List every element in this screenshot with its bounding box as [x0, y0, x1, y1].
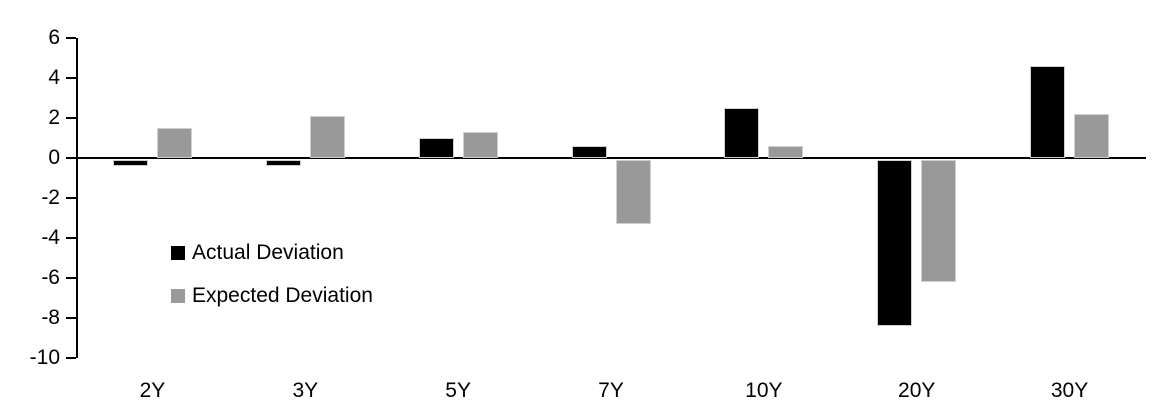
y-tick-label: -2	[41, 186, 60, 209]
legend-label-actual-deviation: Actual Deviation	[192, 241, 344, 264]
y-tick	[66, 357, 76, 359]
bar-expected-2Y	[157, 128, 192, 158]
y-tick-label: -6	[41, 266, 60, 289]
y-tick-label: -8	[41, 306, 60, 329]
bar-expected-20Y	[921, 160, 956, 282]
bar-actual-2Y	[113, 160, 148, 166]
bar-expected-30Y	[1074, 114, 1109, 158]
y-tick-label: -4	[41, 226, 60, 249]
bar-expected-10Y	[768, 146, 803, 158]
y-tick	[66, 317, 76, 319]
bar-actual-20Y	[877, 160, 912, 326]
x-category-label: 30Y	[1050, 379, 1089, 402]
legend-label-expected-deviation: Expected Deviation	[192, 284, 373, 307]
y-tick	[66, 157, 76, 159]
y-tick	[66, 117, 76, 119]
bar-expected-3Y	[310, 116, 345, 158]
x-category-label: 20Y	[898, 379, 936, 402]
bar-expected-7Y	[616, 160, 651, 224]
bar-expected-5Y	[463, 132, 498, 158]
bar-actual-3Y	[266, 160, 301, 166]
y-tick	[66, 237, 76, 239]
legend-item-expected-deviation: Expected Deviation	[171, 284, 373, 308]
y-tick	[66, 37, 76, 39]
bar-actual-30Y	[1030, 66, 1065, 158]
x-category-label: 5Y	[445, 379, 471, 402]
y-tick-label: -10	[29, 346, 60, 369]
x-category-label: 7Y	[598, 379, 624, 402]
y-tick	[66, 277, 76, 279]
y-axis-line	[76, 38, 78, 358]
x-category-label: 2Y	[139, 379, 166, 402]
y-tick	[66, 197, 76, 199]
bar-actual-5Y	[419, 138, 454, 158]
y-tick-label: 2	[48, 106, 60, 129]
bar-actual-10Y	[724, 108, 759, 158]
y-tick-label: 6	[48, 26, 60, 49]
x-axis-zero-line	[66, 157, 1146, 159]
x-category-label: 3Y	[292, 379, 319, 402]
legend-item-actual-deviation: Actual Deviation	[171, 241, 344, 265]
y-tick-label: 0	[48, 146, 60, 169]
legend-swatch-gray-square-icon	[171, 289, 185, 303]
x-category-label: 10Y	[745, 379, 783, 402]
y-tick-label: 4	[48, 66, 60, 89]
y-tick	[66, 77, 76, 79]
legend-swatch-black-square-icon	[171, 246, 185, 260]
bar-actual-7Y	[572, 146, 607, 158]
